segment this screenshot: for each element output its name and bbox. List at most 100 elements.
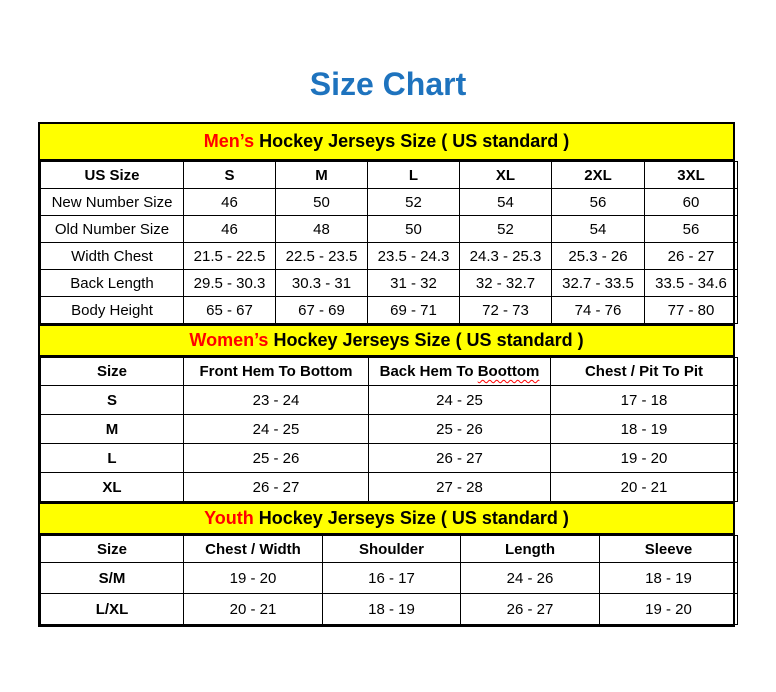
youth-column-header: Size <box>40 535 184 563</box>
mens-value-cell: 30.3 - 31 <box>275 269 368 297</box>
mens-table-row: New Number Size 46 50 52 54 56 60 <box>40 188 738 216</box>
mens-value-cell: 23.5 - 24.3 <box>367 242 460 270</box>
mens-table-title: Men’s Hockey Jerseys Size ( US standard … <box>40 124 733 161</box>
womens-table-title: Women’s Hockey Jerseys Size ( US standar… <box>40 324 733 357</box>
youth-table-title-text: Hockey Jerseys Size ( US standard ) <box>253 508 569 528</box>
mens-value-cell: 21.5 - 22.5 <box>183 242 276 270</box>
mens-value-cell: 65 - 67 <box>183 296 276 324</box>
mens-column-header: S <box>183 161 276 189</box>
womens-header-row: Size Front Hem To Bottom Back Hem To Boott… <box>40 357 738 386</box>
mens-row-label: Old Number Size <box>40 215 184 243</box>
mens-value-cell: 32.7 - 33.5 <box>551 269 645 297</box>
womens-table-row: XL 26 - 27 27 - 28 20 - 21 <box>40 472 738 502</box>
youth-size-table-section: Youth Hockey Jerseys Size ( US standard … <box>40 502 738 625</box>
youth-table-title: Youth Hockey Jerseys Size ( US standard … <box>40 502 733 535</box>
mens-value-cell: 22.5 - 23.5 <box>275 242 368 270</box>
womens-column-header: Back Hem To Boottom <box>368 357 551 386</box>
womens-row-label: M <box>40 414 184 444</box>
mens-column-header: L <box>367 161 460 189</box>
womens-row-label: S <box>40 385 184 415</box>
mens-value-cell: 50 <box>367 215 460 243</box>
mens-value-cell: 69 - 71 <box>367 296 460 324</box>
youth-column-header: Length <box>460 535 600 563</box>
mens-table-row: Width Chest 21.5 - 22.5 22.5 - 23.5 23.5 - … <box>40 242 738 270</box>
womens-size-table: Size Front Hem To Bottom Back Hem To Boott… <box>40 357 738 502</box>
mens-value-cell: 54 <box>459 188 552 216</box>
mens-value-cell: 50 <box>275 188 368 216</box>
mens-value-cell: 74 - 76 <box>551 296 645 324</box>
mens-value-cell: 32 - 32.7 <box>459 269 552 297</box>
mens-table-title-text: Hockey Jerseys Size ( US standard ) <box>254 131 570 151</box>
youth-header-row: Size Chest / Width Shoulder Length Sleeve <box>40 535 738 563</box>
womens-value-cell: 26 - 27 <box>183 472 369 502</box>
mens-value-cell: 26 - 27 <box>644 242 738 270</box>
womens-value-cell: 19 - 20 <box>550 443 738 473</box>
youth-value-cell: 20 - 21 <box>183 593 323 625</box>
womens-table-row: L 25 - 26 26 - 27 19 - 20 <box>40 443 738 473</box>
mens-value-cell: 29.5 - 30.3 <box>183 269 276 297</box>
womens-column-header-text: Back Hem To <box>379 363 478 380</box>
mens-value-cell: 72 - 73 <box>459 296 552 324</box>
mens-value-cell: 46 <box>183 188 276 216</box>
mens-value-cell: 52 <box>367 188 460 216</box>
mens-value-cell: 60 <box>644 188 738 216</box>
womens-value-cell: 27 - 28 <box>368 472 551 502</box>
womens-size-table-section: Women’s Hockey Jerseys Size ( US standar… <box>40 324 738 502</box>
youth-value-cell: 26 - 27 <box>460 593 600 625</box>
youth-value-cell: 18 - 19 <box>322 593 461 625</box>
mens-header-row: US Size S M L XL 2XL 3XL <box>40 161 738 189</box>
mens-row-label: Back Length <box>40 269 184 297</box>
mens-column-header: M <box>275 161 368 189</box>
youth-value-cell: 18 - 19 <box>599 562 738 594</box>
mens-value-cell: 56 <box>644 215 738 243</box>
youth-row-label: S/M <box>40 562 184 594</box>
mens-value-cell: 46 <box>183 215 276 243</box>
mens-size-table-section: Men’s Hockey Jerseys Size ( US standard … <box>40 124 738 324</box>
womens-value-cell: 26 - 27 <box>368 443 551 473</box>
womens-value-cell: 24 - 25 <box>183 414 369 444</box>
womens-column-header: Size <box>40 357 184 386</box>
youth-value-cell: 16 - 17 <box>322 562 461 594</box>
mens-table-row: Body Height 65 - 67 67 - 69 69 - 71 72 - 73 7… <box>40 296 738 324</box>
mens-value-cell: 54 <box>551 215 645 243</box>
size-chart-tables: Men’s Hockey Jerseys Size ( US standard … <box>38 122 738 627</box>
mens-table-row: Old Number Size 46 48 50 52 54 56 <box>40 215 738 243</box>
youth-column-header: Chest / Width <box>183 535 323 563</box>
page-title: Size Chart <box>309 66 467 102</box>
youth-table-title-accent: Youth <box>204 508 254 528</box>
mens-value-cell: 33.5 - 34.6 <box>644 269 738 297</box>
mens-value-cell: 31 - 32 <box>367 269 460 297</box>
mens-row-label: New Number Size <box>40 188 184 216</box>
mens-row-label: Width Chest <box>40 242 184 270</box>
womens-value-cell: 25 - 26 <box>368 414 551 444</box>
womens-value-cell: 23 - 24 <box>183 385 369 415</box>
womens-value-cell: 25 - 26 <box>183 443 369 473</box>
womens-value-cell: 20 - 21 <box>550 472 738 502</box>
mens-size-table: US Size S M L XL 2XL 3XL New Number Size 46 50 52 5… <box>40 161 738 324</box>
womens-row-label: L <box>40 443 184 473</box>
mens-column-header: XL <box>459 161 552 189</box>
youth-row-label: L/XL <box>40 593 184 625</box>
mens-value-cell: 52 <box>459 215 552 243</box>
womens-table-title-text: Hockey Jerseys Size ( US standard ) <box>268 330 584 350</box>
womens-table-row: S 23 - 24 24 - 25 17 - 18 <box>40 385 738 415</box>
youth-size-table: Size Chest / Width Shoulder Length Sleeve S/M… <box>40 535 738 625</box>
youth-value-cell: 19 - 20 <box>183 562 323 594</box>
mens-value-cell: 25.3 - 26 <box>551 242 645 270</box>
youth-table-row: L/XL 20 - 21 18 - 19 26 - 27 19 - 20 <box>40 593 738 625</box>
youth-value-cell: 24 - 26 <box>460 562 600 594</box>
mens-value-cell: 56 <box>551 188 645 216</box>
mens-table-title-accent: Men’s <box>203 131 255 151</box>
womens-row-label: XL <box>40 472 184 502</box>
womens-value-cell: 17 - 18 <box>550 385 738 415</box>
womens-table-title-accent: Women’s <box>189 330 269 350</box>
youth-column-header: Shoulder <box>322 535 461 563</box>
womens-column-header-misspelled-word: Boottom <box>477 363 540 380</box>
mens-column-header: 2XL <box>551 161 645 189</box>
mens-value-cell: 67 - 69 <box>275 296 368 324</box>
size-chart-page: Size Chart Men’s Hockey Jerseys Size ( U… <box>38 66 738 627</box>
youth-column-header: Sleeve <box>599 535 738 563</box>
youth-value-cell: 19 - 20 <box>599 593 738 625</box>
mens-value-cell: 77 - 80 <box>644 296 738 324</box>
womens-table-row: M 24 - 25 25 - 26 18 - 19 <box>40 414 738 444</box>
